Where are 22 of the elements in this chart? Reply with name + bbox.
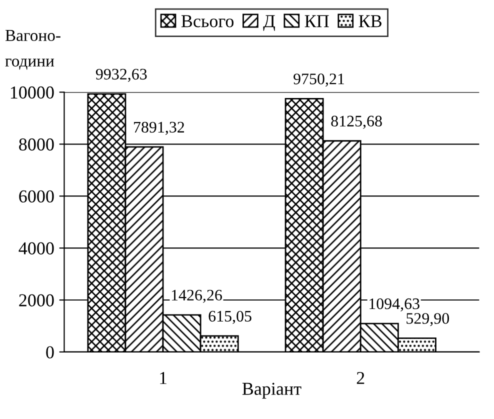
legend-label: КП bbox=[304, 15, 329, 28]
data-label: 1426,26 bbox=[172, 290, 222, 303]
data-label: 615,05 bbox=[208, 310, 252, 324]
y-tick-label: 4000 bbox=[18, 242, 54, 254]
x-tick-label: 2 bbox=[356, 372, 364, 384]
data-label: 1094,63 bbox=[370, 298, 420, 312]
x-tick-label: 1 bbox=[160, 372, 166, 384]
y-axis-title: Вагоно- години bbox=[5, 30, 60, 70]
y-tick-label: 2000 bbox=[19, 294, 54, 306]
data-label: 9932,63 bbox=[96, 68, 147, 82]
legend-label: КВ bbox=[358, 15, 382, 28]
data-label: 529,90 bbox=[406, 313, 449, 326]
y-tick-label: 6000 bbox=[19, 190, 54, 203]
data-label: 7891,32 bbox=[134, 122, 184, 135]
legend-label: Д bbox=[263, 15, 275, 31]
y-tick-label: 10000 bbox=[10, 86, 54, 99]
x-axis-title: Варіант bbox=[242, 382, 302, 399]
y-tick-label: 0 bbox=[46, 346, 54, 358]
data-label: 8125,68 bbox=[331, 116, 382, 129]
legend-label: Всього bbox=[181, 15, 234, 28]
data-label: 9750,21 bbox=[294, 74, 344, 87]
y-tick-label: 8000 bbox=[19, 138, 54, 151]
